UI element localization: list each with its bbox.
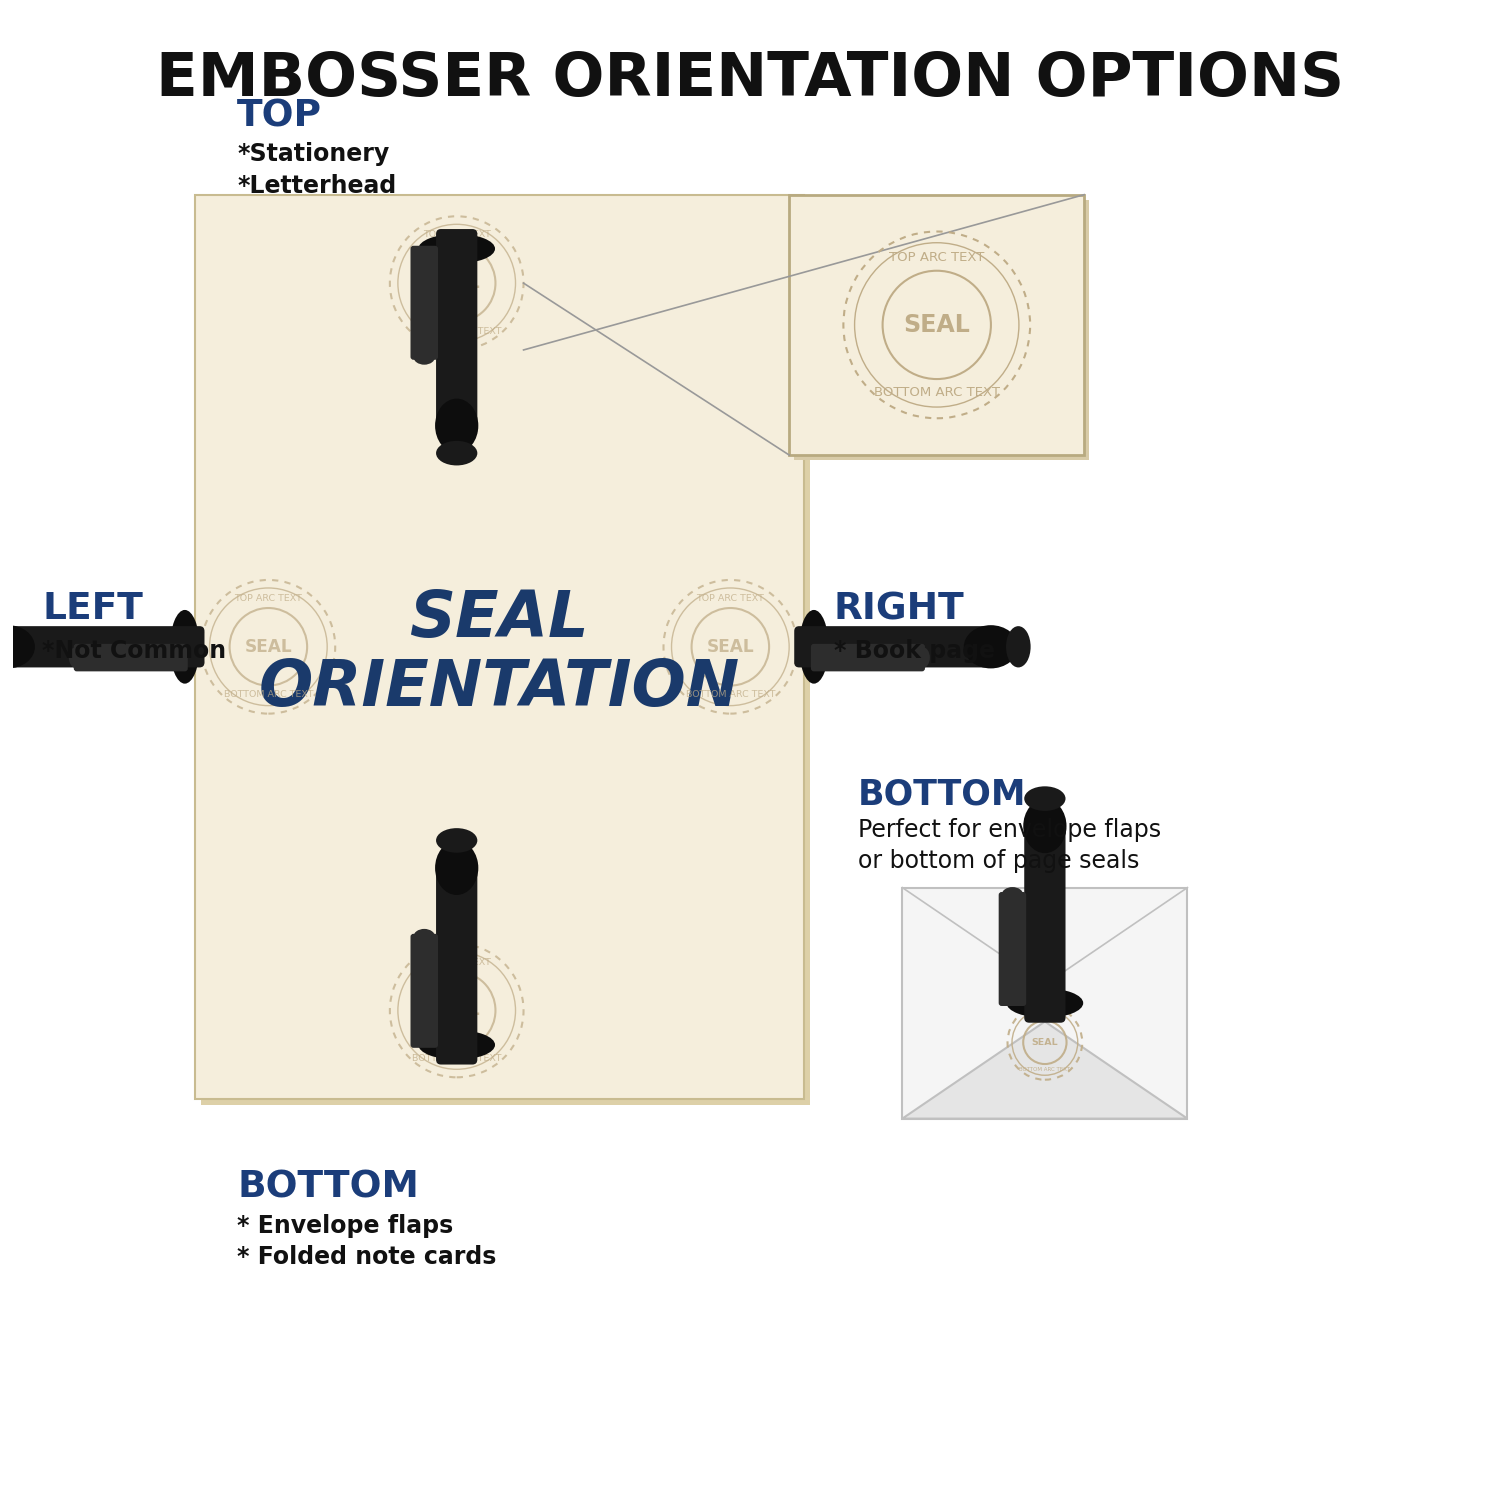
Ellipse shape	[435, 399, 478, 453]
Ellipse shape	[419, 1030, 495, 1059]
FancyBboxPatch shape	[74, 644, 188, 672]
Ellipse shape	[1007, 626, 1031, 668]
Text: TOP ARC TEXT: TOP ARC TEXT	[423, 231, 490, 240]
FancyBboxPatch shape	[0, 626, 204, 668]
Text: RIGHT: RIGHT	[834, 591, 964, 627]
FancyBboxPatch shape	[436, 858, 477, 1065]
Text: SEAL: SEAL	[410, 588, 590, 651]
Text: BOTTOM ARC TEXT: BOTTOM ARC TEXT	[686, 690, 776, 699]
FancyBboxPatch shape	[812, 644, 925, 672]
Ellipse shape	[436, 441, 477, 465]
FancyBboxPatch shape	[794, 626, 1000, 668]
Ellipse shape	[414, 350, 435, 364]
Text: BOTTOM ARC TEXT: BOTTOM ARC TEXT	[413, 327, 501, 336]
FancyBboxPatch shape	[1024, 816, 1065, 1023]
Bar	[201, 201, 810, 1106]
FancyBboxPatch shape	[436, 230, 477, 435]
Text: BOTTOM: BOTTOM	[858, 777, 1026, 812]
Ellipse shape	[914, 646, 930, 669]
Bar	[789, 195, 1084, 454]
Text: TOP ARC TEXT: TOP ARC TEXT	[890, 251, 984, 264]
Text: * Book page: * Book page	[834, 639, 995, 663]
Text: SEAL: SEAL	[433, 1002, 480, 1020]
Text: SEAL: SEAL	[1032, 1038, 1058, 1047]
Text: TOP ARC TEXT: TOP ARC TEXT	[234, 594, 303, 603]
FancyBboxPatch shape	[999, 892, 1026, 1007]
Ellipse shape	[800, 610, 828, 684]
Text: *Stationery
*Letterhead: *Stationery *Letterhead	[237, 142, 396, 198]
Text: ORIENTATION: ORIENTATION	[258, 657, 740, 718]
FancyBboxPatch shape	[411, 246, 438, 360]
Text: SEAL: SEAL	[244, 638, 292, 656]
Text: SEAL: SEAL	[706, 638, 754, 656]
Ellipse shape	[1024, 786, 1065, 812]
Bar	[195, 195, 804, 1100]
Ellipse shape	[964, 626, 1018, 669]
Text: TOP ARC TEXT: TOP ARC TEXT	[696, 594, 765, 603]
Text: BOTTOM ARC TEXT: BOTTOM ARC TEXT	[1020, 1066, 1071, 1072]
FancyBboxPatch shape	[411, 934, 438, 1048]
Text: Perfect for envelope flaps
or bottom of page seals: Perfect for envelope flaps or bottom of …	[858, 818, 1161, 873]
Text: BOTTOM ARC TEXT: BOTTOM ARC TEXT	[413, 1054, 501, 1064]
Ellipse shape	[1007, 988, 1083, 1018]
Text: * Envelope flaps
* Folded note cards: * Envelope flaps * Folded note cards	[237, 1214, 496, 1269]
Text: BOTTOM: BOTTOM	[237, 1170, 418, 1206]
Text: *Not Common: *Not Common	[42, 639, 226, 663]
Text: BOTTOM ARC TEXT: BOTTOM ARC TEXT	[874, 386, 1001, 399]
Text: SEAL: SEAL	[903, 314, 970, 338]
Text: TOP ARC TEXT: TOP ARC TEXT	[423, 958, 490, 968]
Ellipse shape	[414, 928, 435, 945]
Bar	[903, 888, 1188, 1119]
Text: TOP ARC TEXT: TOP ARC TEXT	[1026, 1013, 1065, 1019]
Ellipse shape	[69, 646, 84, 669]
Bar	[794, 200, 1089, 460]
Text: BOTTOM ARC TEXT: BOTTOM ARC TEXT	[224, 690, 314, 699]
Text: LEFT: LEFT	[42, 591, 142, 627]
Ellipse shape	[1002, 886, 1023, 903]
Ellipse shape	[436, 828, 477, 852]
Text: SEAL: SEAL	[433, 274, 480, 292]
Ellipse shape	[435, 842, 478, 896]
Ellipse shape	[0, 626, 34, 669]
Ellipse shape	[1023, 800, 1066, 853]
Polygon shape	[903, 1022, 1188, 1119]
Text: TOP: TOP	[237, 98, 322, 134]
Ellipse shape	[419, 234, 495, 264]
Text: EMBOSSER ORIENTATION OPTIONS: EMBOSSER ORIENTATION OPTIONS	[156, 50, 1344, 110]
Ellipse shape	[170, 610, 200, 684]
